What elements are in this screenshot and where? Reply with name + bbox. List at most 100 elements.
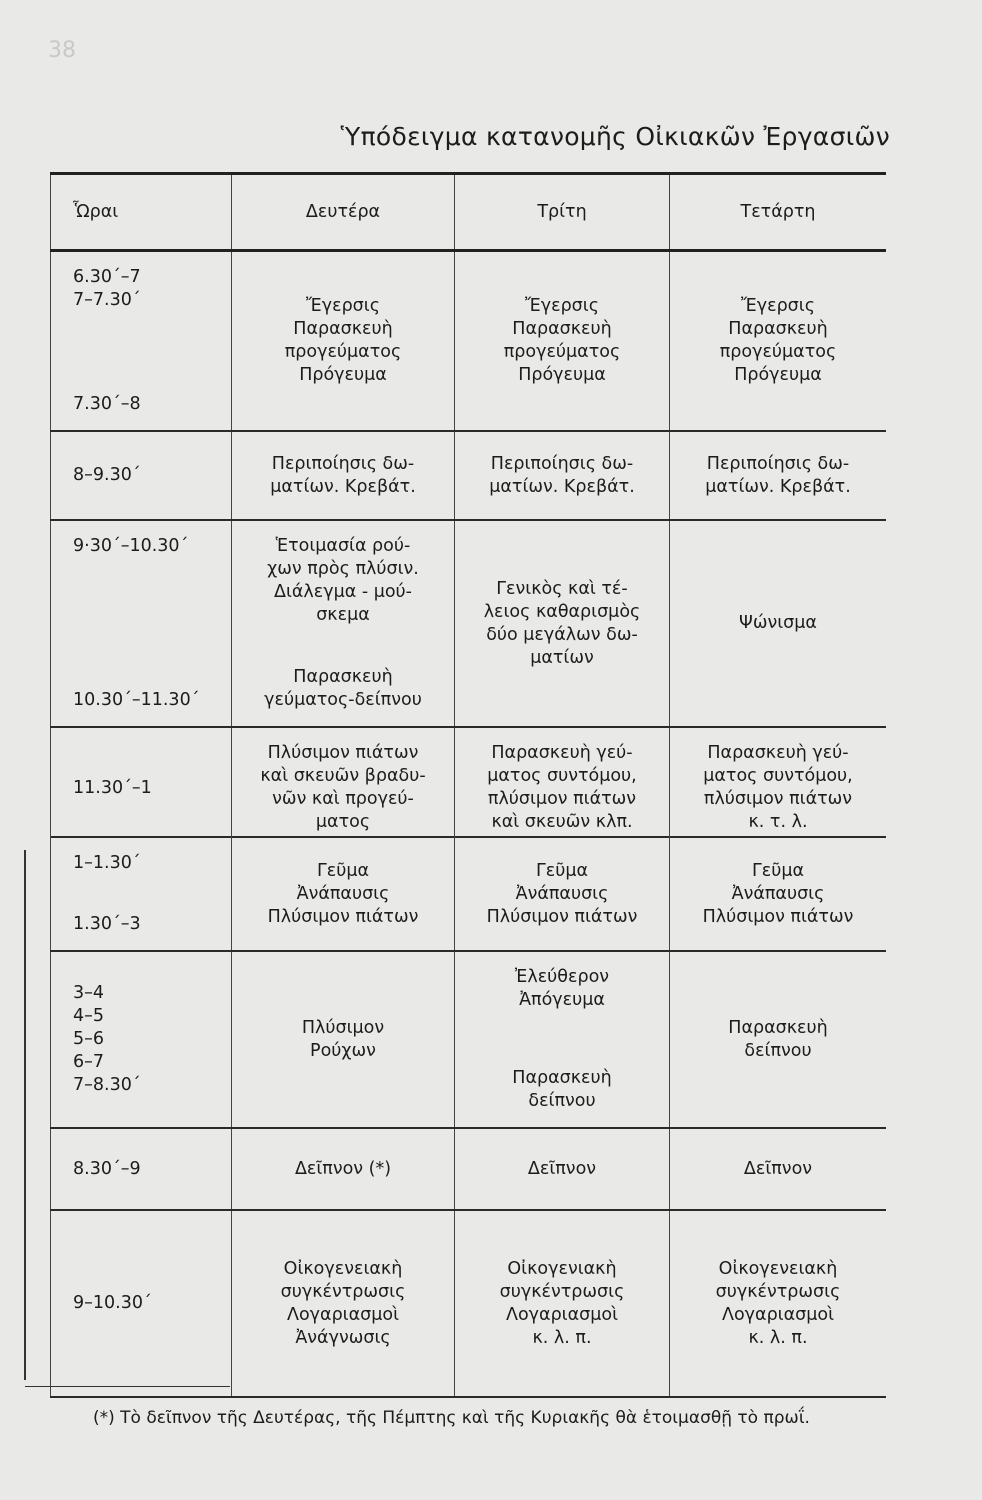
cell-group: Περιποίησις δω-ματίων. Κρεβάτ. <box>236 453 450 499</box>
cell-group: Γενικὸς καὶ τέ-λειος καθαρισμὸς δύο μεγάλ… <box>459 578 665 670</box>
cell-wednesday: Οἰκογενειακὴ συγκέντρωσις Λογαριασμοὶ κ. λ.… <box>670 1211 886 1396</box>
cell-line: Παρασκευὴ <box>293 319 393 339</box>
cell-line: 8–9.30΄ <box>73 465 141 485</box>
cell-line: δείπνου <box>528 1091 596 1111</box>
cell-monday: Γεῦμα Ἀνάπαυσις Πλύσιμον πιάτων <box>232 838 455 950</box>
cell-line: Ἀνάγνωσις <box>295 1327 391 1348</box>
cell-tuesday: Οἰκογενιακὴ συγκέντρωσις Λογαριασμοὶ κ. λ. … <box>455 1211 670 1396</box>
cell-line: 6.30΄–7 <box>73 267 141 287</box>
header-monday: Δευτέρα <box>232 175 455 249</box>
table-row: 1–1.30΄ 1.30΄–3 Γεῦμα Ἀνάπαυσις Πλύσιμον πιά… <box>50 838 886 952</box>
cell-line: 7.30΄–8 <box>73 394 141 414</box>
cell-wednesday: Ἔγερσις Παρασκευὴ προγεύματος Πρόγευμα <box>670 252 886 430</box>
cell-line: Πλύσιμον <box>301 1017 385 1038</box>
cell-line: 1–1.30΄ <box>73 853 141 873</box>
cell-line: προγεύματος <box>503 342 621 362</box>
cell-line: πλύσιμον πιάτων <box>703 789 853 809</box>
cell-group: Ψώνισμα <box>674 612 882 635</box>
cell-group: Πλύσιμον Ρούχων <box>236 1017 450 1063</box>
cell-group: Παρασκευὴ γεύματος-δείπνου <box>236 666 450 712</box>
cell-wednesday: Παρασκευὴ γεύ-ματος συντόμου, πλύσιμον πι… <box>670 728 886 848</box>
cell-line: Ἀνάπαυσις <box>731 883 825 904</box>
cell-line: Ἀπόγευμα <box>519 990 605 1010</box>
cell-group: Δεῖπνον (*) <box>236 1158 450 1181</box>
cell-group: Παρασκευὴ γεύ-ματος συντόμου, πλύσιμον πι… <box>674 742 882 834</box>
cell-line: 8.30΄–9 <box>73 1158 141 1179</box>
cell-line: 5–6 <box>73 1029 105 1049</box>
cell-tuesday: Γενικὸς καὶ τέ-λειος καθαρισμὸς δύο μεγάλ… <box>455 521 670 726</box>
cell-line: Δεῖπνον (*) <box>294 1158 392 1179</box>
cell-monday: Πλύσιμον Ρούχων <box>232 952 455 1127</box>
cell-line: Δεῖπνον <box>527 1158 597 1179</box>
cell-line: Λογαριασμοὶ <box>722 1304 834 1325</box>
cell-line: Ἔγερσις <box>306 296 380 316</box>
cell-line: χων πρὸς πλύσιν. <box>267 559 419 579</box>
cell-tuesday: Γεῦμα Ἀνάπαυσις Πλύσιμον πιάτων <box>455 838 670 950</box>
cell-group: Γεῦμα Ἀνάπαυσις Πλύσιμον πιάτων <box>459 860 665 929</box>
cell-line: Παρασκευὴ <box>512 319 612 339</box>
cell-line: 4–5 <box>73 1006 105 1026</box>
cell-group: Οἰκογενειακὴ συγκέντρωσις Λογαριασμοὶ Ἀνάγν… <box>236 1258 450 1350</box>
cell-line: νῶν καὶ προγεύ- <box>272 789 414 809</box>
header-wednesday: Τετάρτη <box>740 201 816 222</box>
cell-hours: 6.30΄–7 7–7.30΄ 7.30΄–8 <box>50 252 232 430</box>
cell-group: 8.30΄–9 <box>73 1158 227 1181</box>
cell-wednesday: Ψώνισμα <box>670 521 886 726</box>
cell-tuesday: Ἔγερσις Παρασκευὴ προγεύματος Πρόγευμα <box>455 252 670 430</box>
scan-edge-line <box>24 850 26 1380</box>
cell-line: Περιποίησις δω- <box>271 453 415 474</box>
cell-group: 11.30΄–1 <box>73 777 227 800</box>
cell-group: Περιποίησις δω-ματίων. Κρεβάτ. <box>674 453 882 499</box>
cell-line: Πλύσιμον πιάτων <box>267 743 419 763</box>
cell-line: καὶ σκευῶν βραδυ- <box>260 766 426 786</box>
cell-group: Γεῦμα Ἀνάπαυσις Πλύσιμον πιάτων <box>674 860 882 929</box>
header-row: Ὧραι Δευτέρα Τρίτη Τετάρτη <box>50 175 886 252</box>
cell-line: Πρόγευμα <box>734 365 822 385</box>
cell-line: ματίων. Κρεβάτ. <box>489 476 635 497</box>
cell-line: Γενικὸς καὶ τέ- <box>496 578 628 599</box>
cell-group: Πλύσιμον πιάτων καὶ σκευῶν βραδυ-νῶν καὶ … <box>236 742 450 834</box>
cell-line: συγκέντρωσις <box>715 1281 841 1302</box>
cell-line: Λογαριασμοὶ <box>506 1304 618 1325</box>
cell-wednesday: Δεῖπνον <box>670 1129 886 1209</box>
cell-line: γεύματος-δείπνου <box>264 690 422 710</box>
table-row: 6.30΄–7 7–7.30΄ 7.30΄–8 Ἔγερσις Παρασκευὴ προ… <box>50 252 886 432</box>
table-row: 8.30΄–9 Δεῖπνον (*) Δεῖπνον Δεῖπνον <box>50 1129 886 1211</box>
cell-line: Παρασκευὴ <box>293 667 393 687</box>
cell-line: Πρόγευμα <box>518 365 606 385</box>
cell-group: 10.30΄–11.30΄ <box>73 689 227 712</box>
cell-line: 9–10.30΄ <box>73 1293 152 1313</box>
table-row: 3–4 4–5 5–6 6–7 7–8.30΄ Πλύσιμον Ρούχων Ἐλεύθερ… <box>50 952 886 1129</box>
cell-line: Ἔγερσις <box>741 296 815 316</box>
cell-line: δύο μεγάλων δω- <box>486 624 638 645</box>
cell-wednesday: Περιποίησις δω-ματίων. Κρεβάτ. <box>670 432 886 519</box>
cell-line: Ἀνάπαυσις <box>296 883 390 904</box>
cell-monday: Οἰκογενειακὴ συγκέντρωσις Λογαριασμοὶ Ἀνάγν… <box>232 1211 455 1396</box>
cell-line: 6–7 <box>73 1052 105 1072</box>
cell-tuesday: Παρασκευὴ γεύ-ματος συντόμου, πλύσιμον πι… <box>455 728 670 848</box>
cell-tuesday: Δεῖπνον <box>455 1129 670 1209</box>
cell-line: ματίων <box>530 647 594 668</box>
cell-wednesday: Γεῦμα Ἀνάπαυσις Πλύσιμον πιάτων <box>670 838 886 950</box>
cell-group: Ἔγερσις Παρασκευὴ προγεύματος Πρόγευμα <box>674 295 882 387</box>
table-body: 6.30΄–7 7–7.30΄ 7.30΄–8 Ἔγερσις Παρασκευὴ προ… <box>50 252 886 1398</box>
cell-line: συγκέντρωσις <box>499 1281 625 1302</box>
cell-line: 9·30΄–10.30΄ <box>73 536 189 556</box>
cell-line: Οἰκογενιακὴ <box>507 1258 617 1279</box>
cell-line: Παρασκευὴ γεύ- <box>707 743 849 763</box>
cell-line: προγεύματος <box>719 342 837 362</box>
cell-group: Οἰκογενιακὴ συγκέντρωσις Λογαριασμοὶ κ. λ. … <box>459 1258 665 1350</box>
cell-group: Παρασκευὴ δείπνου <box>674 1017 882 1063</box>
cell-line: Γεῦμα <box>751 860 804 881</box>
cell-line: Δεῖπνον <box>743 1158 813 1179</box>
cell-group: 3–4 4–5 5–6 6–7 7–8.30΄ <box>73 982 227 1097</box>
cell-line: δείπνου <box>744 1040 812 1061</box>
table-row: 11.30΄–1 Πλύσιμον πιάτων καὶ σκευῶν βραδυ-… <box>50 728 886 848</box>
table-row: 8–9.30΄ Περιποίησις δω-ματίων. Κρεβάτ. Περ… <box>50 432 886 521</box>
header-tuesday: Τρίτη <box>455 175 670 249</box>
cell-line: Παρασκευὴ <box>728 319 828 339</box>
cell-hours: 3–4 4–5 5–6 6–7 7–8.30΄ <box>50 952 232 1127</box>
footnote-rule <box>25 1386 230 1387</box>
cell-group: 8–9.30΄ <box>73 464 227 487</box>
cell-group: Περιποίησις δω-ματίων. Κρεβάτ. <box>459 453 665 499</box>
